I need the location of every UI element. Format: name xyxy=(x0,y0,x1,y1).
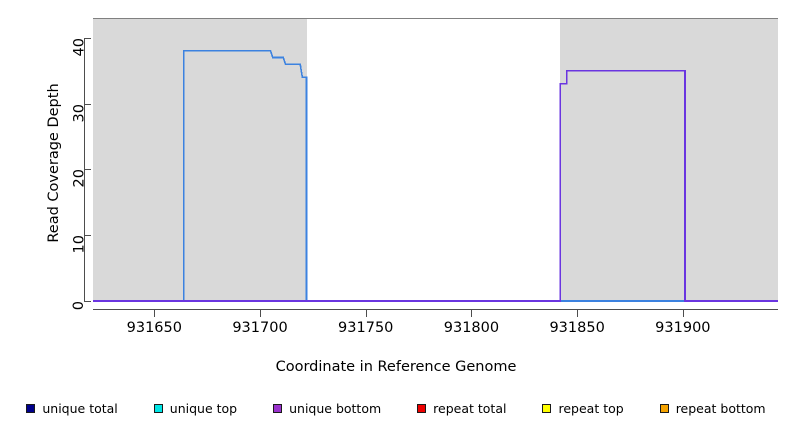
x-tick-label: 931750 xyxy=(338,320,394,336)
y-tick-mark xyxy=(84,37,91,39)
legend-item[interactable]: repeat total xyxy=(417,401,506,416)
legend-swatch-icon xyxy=(542,403,552,413)
x-tick-label: 931700 xyxy=(232,320,288,336)
x-tick-label: 931800 xyxy=(443,320,500,336)
x-tick-label: 931650 xyxy=(126,320,182,336)
y-tick-label: 20 xyxy=(71,169,87,188)
y-tick-mark xyxy=(84,103,91,105)
x-tick-label: 931850 xyxy=(549,320,605,336)
coverage-curves xyxy=(93,50,778,302)
plot-top-border xyxy=(93,18,778,19)
legend-label: unique total xyxy=(42,400,118,416)
legend-item[interactable]: repeat top xyxy=(542,400,624,416)
series-line-unique-total xyxy=(93,50,778,302)
legend-label: unique bottom xyxy=(289,400,382,416)
chart-legend: unique total unique top unique bottom repea… xyxy=(0,398,792,418)
series-line-unique-bottom xyxy=(93,69,778,302)
legend-item[interactable]: repeat bottom xyxy=(659,400,766,416)
y-tick-label: 10 xyxy=(71,235,87,254)
x-tick-mark xyxy=(471,310,473,317)
x-tick-mark xyxy=(365,310,367,317)
plot-area xyxy=(93,18,778,302)
x-tick-mark xyxy=(682,310,684,317)
legend-label: repeat top xyxy=(558,400,624,416)
y-tick-label: 40 xyxy=(71,37,87,57)
legend-swatch-icon xyxy=(417,403,427,413)
y-tick-label: 0 xyxy=(71,301,87,311)
legend-swatch-icon xyxy=(659,403,669,413)
x-tick-label: 931900 xyxy=(655,320,711,336)
y-tick-mark xyxy=(84,301,91,302)
legend-label: repeat bottom xyxy=(675,400,766,416)
legend-swatch-icon xyxy=(153,403,163,413)
repeat-region-right xyxy=(560,18,778,302)
y-tick-mark xyxy=(84,169,91,171)
legend-label: repeat total xyxy=(433,400,507,416)
legend-label: unique top xyxy=(169,400,238,416)
y-axis-title: Read Coverage Depth xyxy=(46,83,62,243)
legend-item[interactable]: unique top xyxy=(153,400,238,416)
legend-swatch-icon xyxy=(273,403,283,413)
x-tick-mark xyxy=(154,310,156,317)
x-axis-title: Coordinate in Reference Genome xyxy=(275,359,517,375)
legend-item[interactable]: unique total xyxy=(26,400,118,416)
legend-swatch-icon xyxy=(26,403,36,413)
legend-item[interactable]: unique bottom xyxy=(273,401,381,416)
y-tick-label: 30 xyxy=(71,103,87,122)
y-tick-mark xyxy=(84,235,91,237)
x-axis-line xyxy=(93,309,778,310)
x-tick-mark xyxy=(260,310,262,317)
x-tick-mark xyxy=(577,310,579,317)
repeat-region-left xyxy=(93,18,307,302)
